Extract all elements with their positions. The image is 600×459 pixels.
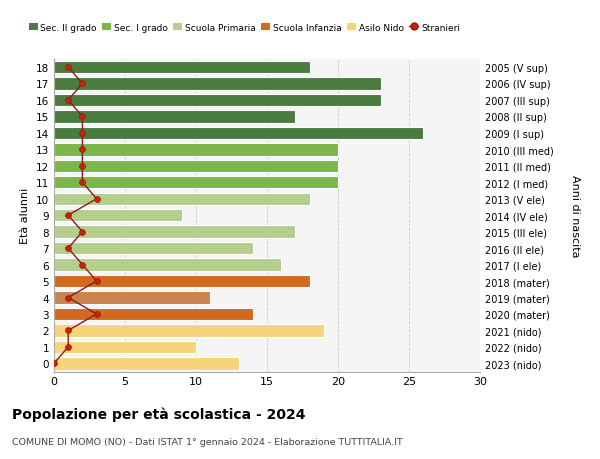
- Bar: [54, 128, 423, 140]
- Bar: [54, 292, 210, 304]
- Text: Popolazione per età scolastica - 2024: Popolazione per età scolastica - 2024: [12, 406, 305, 421]
- Y-axis label: Età alunni: Età alunni: [20, 188, 31, 244]
- Point: [64, 64, 73, 72]
- Point: [77, 179, 87, 186]
- Point: [64, 212, 73, 219]
- Point: [77, 146, 87, 154]
- Bar: [54, 160, 338, 173]
- Bar: [54, 325, 324, 337]
- Y-axis label: Anni di nascita: Anni di nascita: [570, 174, 580, 257]
- Point: [77, 163, 87, 170]
- Point: [92, 311, 101, 318]
- Bar: [54, 226, 295, 238]
- Bar: [54, 259, 281, 271]
- Point: [64, 245, 73, 252]
- Point: [64, 327, 73, 335]
- Bar: [54, 193, 310, 206]
- Point: [77, 229, 87, 236]
- Point: [77, 81, 87, 88]
- Text: COMUNE DI MOMO (NO) - Dati ISTAT 1° gennaio 2024 - Elaborazione TUTTITALIA.IT: COMUNE DI MOMO (NO) - Dati ISTAT 1° genn…: [12, 437, 403, 446]
- Point: [77, 261, 87, 269]
- Bar: [54, 111, 295, 123]
- Bar: [54, 177, 338, 189]
- Bar: [54, 242, 253, 255]
- Bar: [54, 210, 182, 222]
- Bar: [54, 358, 239, 370]
- Point: [77, 130, 87, 137]
- Bar: [54, 275, 310, 288]
- Point: [92, 196, 101, 203]
- Bar: [54, 308, 253, 320]
- Legend: Sec. II grado, Sec. I grado, Scuola Primaria, Scuola Infanzia, Asilo Nido, Stran: Sec. II grado, Sec. I grado, Scuola Prim…: [29, 23, 460, 33]
- Point: [77, 113, 87, 121]
- Point: [49, 360, 59, 367]
- Bar: [54, 62, 310, 74]
- Bar: [54, 341, 196, 353]
- Bar: [54, 95, 380, 107]
- Point: [64, 294, 73, 302]
- Point: [64, 97, 73, 104]
- Bar: [54, 144, 338, 156]
- Bar: [54, 78, 380, 90]
- Point: [92, 278, 101, 285]
- Point: [64, 343, 73, 351]
